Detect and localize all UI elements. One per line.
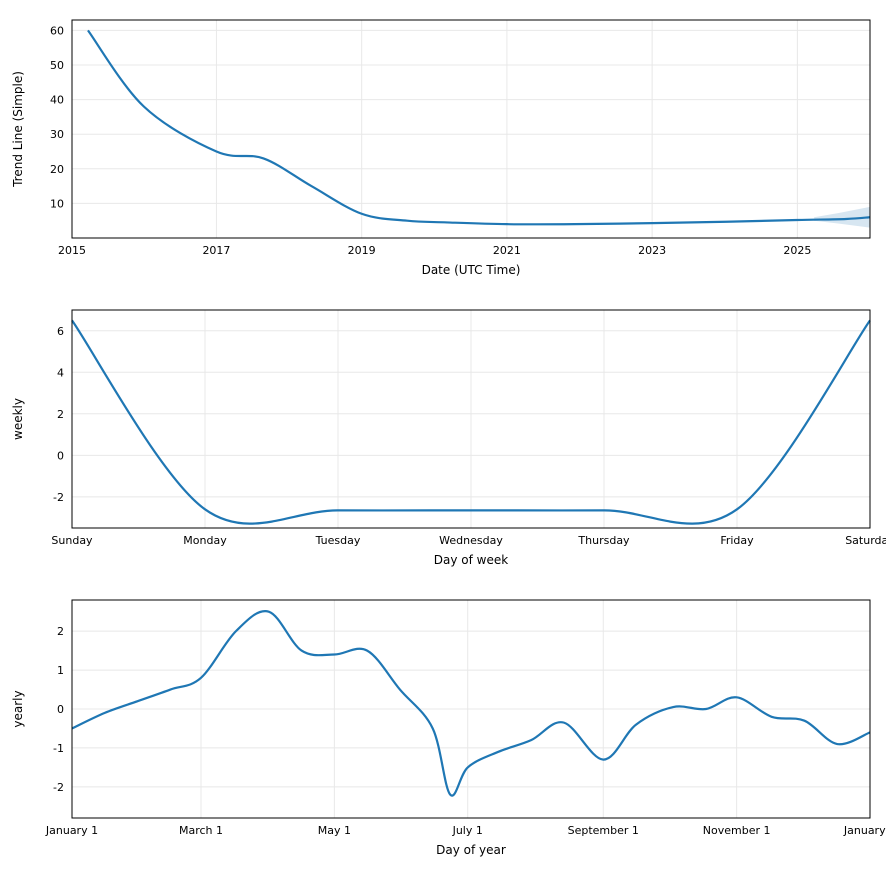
x-tick-label: 2017: [202, 244, 230, 257]
x-tick-label: Monday: [183, 534, 227, 547]
y-tick-label: 20: [50, 163, 64, 176]
y-axis-label: weekly: [11, 398, 25, 440]
x-tick-label: May 1: [318, 824, 351, 837]
y-axis-label: yearly: [11, 690, 25, 727]
data-line: [72, 611, 870, 796]
x-tick-label: 2019: [348, 244, 376, 257]
y-tick-label: -2: [53, 781, 64, 794]
x-tick-label: Wednesday: [439, 534, 503, 547]
x-tick-label: 2015: [58, 244, 86, 257]
x-tick-label: September 1: [568, 824, 639, 837]
y-tick-label: 60: [50, 24, 64, 37]
y-tick-label: 1: [57, 664, 64, 677]
chart-figure: 201520172019202120232025102030405060Tren…: [0, 0, 886, 890]
y-tick-label: 0: [57, 449, 64, 462]
y-tick-label: 4: [57, 366, 64, 379]
x-tick-label: July 1: [452, 824, 483, 837]
x-tick-label: Friday: [720, 534, 754, 547]
y-tick-label: 6: [57, 325, 64, 338]
x-tick-label: January 1: [45, 824, 98, 837]
y-tick-label: 10: [50, 197, 64, 210]
y-tick-label: 0: [57, 703, 64, 716]
x-axis-label: Day of year: [436, 843, 506, 857]
y-tick-label: -1: [53, 742, 64, 755]
x-tick-label: 2021: [493, 244, 521, 257]
x-tick-label: January 1: [843, 824, 886, 837]
y-tick-label: 30: [50, 128, 64, 141]
x-tick-label: 2023: [638, 244, 666, 257]
x-tick-label: Tuesday: [315, 534, 361, 547]
y-tick-label: 40: [50, 94, 64, 107]
svg-root: 201520172019202120232025102030405060Tren…: [0, 0, 886, 890]
weekly-panel: Sunday Monday Tuesday Wednesday Thursday Frid…: [11, 310, 886, 567]
x-tick-label: Sunday: [51, 534, 93, 547]
data-line: [88, 30, 870, 224]
y-tick-label: 2: [57, 408, 64, 421]
yearly-panel: January 1 March 1 May 1 July 1 September 1 No…: [11, 600, 886, 857]
x-tick-label: Thursday: [577, 534, 630, 547]
y-tick-label: 2: [57, 625, 64, 638]
x-tick-label: 2025: [783, 244, 811, 257]
y-axis-label: Trend Line (Simple): [11, 71, 25, 188]
x-axis-label: Date (UTC Time): [422, 263, 521, 277]
plot-frame: [72, 20, 870, 238]
y-tick-label: 50: [50, 59, 64, 72]
x-tick-label: November 1: [703, 824, 771, 837]
trend-panel: 2015 2017 2019 2021 2023 2025 10 20 30 40 50 60 Tren…: [11, 20, 870, 277]
y-tick-label: -2: [53, 491, 64, 504]
x-tick-label: March 1: [179, 824, 223, 837]
x-axis-label: Day of week: [434, 553, 508, 567]
x-tick-label: Saturday: [845, 534, 886, 547]
